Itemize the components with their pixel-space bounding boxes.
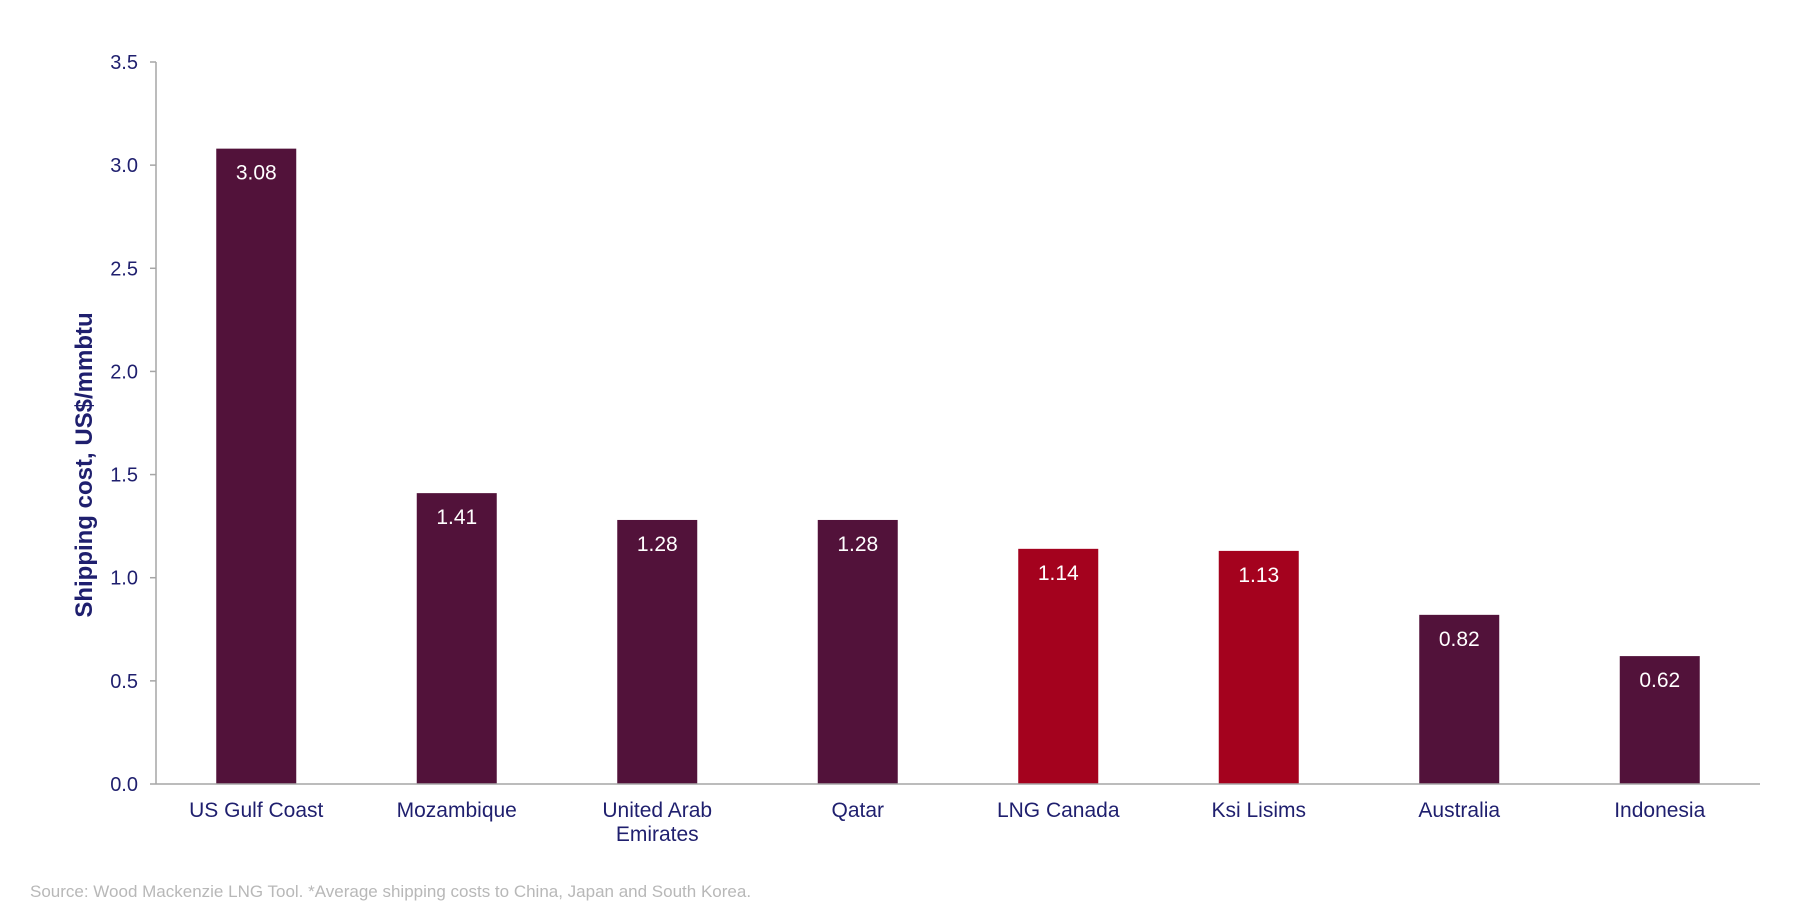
y-tick-label: 2.0 xyxy=(110,361,138,383)
y-axis: 0.0 0.5 1.0 1.5 2.0 2.5 3.0 3.5 xyxy=(110,52,157,796)
bar xyxy=(1619,656,1700,784)
bar xyxy=(617,519,698,784)
x-tick-label: LNG Canada xyxy=(997,799,1120,822)
bar-value-label: 1.14 xyxy=(1038,562,1079,585)
x-tick-label: Australia xyxy=(1418,799,1500,822)
x-axis: US Gulf Coast Mozambique United Arab Emirat… xyxy=(156,783,1760,846)
x-tick-label: United Arab Emirates xyxy=(602,799,712,846)
bar-value-label: 1.41 xyxy=(436,506,477,529)
bar xyxy=(216,148,297,784)
x-tick-label-line: Emirates xyxy=(616,823,699,846)
bar xyxy=(1018,548,1099,784)
x-tick-label: Qatar xyxy=(831,799,884,822)
y-tick-label: 3.5 xyxy=(110,52,138,74)
x-tick-label-line: LNG Canada xyxy=(997,799,1120,822)
x-tick-label: Ksi Lisims xyxy=(1211,799,1306,822)
bar-value-label: 1.28 xyxy=(637,533,678,556)
y-axis-title: Shipping cost, US$/mmbtu xyxy=(71,312,98,617)
x-tick-label-line: Indonesia xyxy=(1614,799,1705,822)
bar xyxy=(416,493,497,784)
x-tick-label: US Gulf Coast xyxy=(189,799,323,822)
bar-value-label: 0.82 xyxy=(1439,628,1480,651)
bar-value-label: 1.13 xyxy=(1238,564,1279,587)
x-tick-label-line: Ksi Lisims xyxy=(1211,799,1306,822)
bar xyxy=(817,519,898,784)
y-tick-label: 2.5 xyxy=(110,258,138,280)
x-tick-label-line: US Gulf Coast xyxy=(189,799,323,822)
y-tick-label: 0.0 xyxy=(110,774,138,796)
bar-value-label: 3.08 xyxy=(236,162,277,185)
y-tick-label: 0.5 xyxy=(110,671,138,693)
x-tick-label-line: United Arab xyxy=(602,799,712,822)
x-tick-label: Mozambique xyxy=(397,799,517,822)
y-tick-label: 1.5 xyxy=(110,465,138,487)
bar-value-label: 0.62 xyxy=(1639,669,1680,692)
x-tick-label-line: Australia xyxy=(1418,799,1500,822)
x-tick-label-line: Mozambique xyxy=(397,799,517,822)
y-tick-label: 3.0 xyxy=(110,155,138,177)
x-tick-label: Indonesia xyxy=(1614,799,1705,822)
x-tick-label-line: Qatar xyxy=(831,799,884,822)
y-tick-label: 1.0 xyxy=(110,568,138,590)
source-note: Source: Wood Mackenzie LNG Tool. *Averag… xyxy=(30,882,752,901)
bar xyxy=(1218,550,1299,784)
bar-value-label: 1.28 xyxy=(837,533,878,556)
bars: 3.08 1.41 1.28 1.28 1.14 1.13 0.82 0.62 xyxy=(216,148,1700,784)
bar xyxy=(1419,614,1500,784)
